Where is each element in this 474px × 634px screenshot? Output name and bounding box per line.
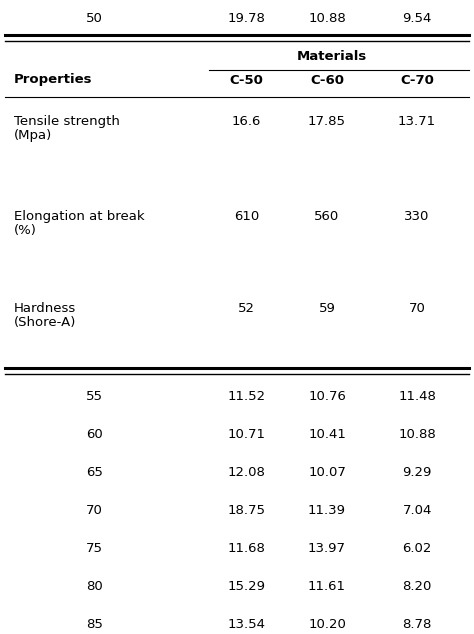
Text: 85: 85 bbox=[86, 618, 103, 631]
Text: 9.54: 9.54 bbox=[402, 11, 432, 25]
Text: 10.88: 10.88 bbox=[308, 11, 346, 25]
Text: C-70: C-70 bbox=[400, 74, 434, 86]
Text: (Shore-A): (Shore-A) bbox=[14, 316, 77, 329]
Text: 19.78: 19.78 bbox=[228, 11, 265, 25]
Text: 9.29: 9.29 bbox=[402, 466, 432, 479]
Text: 13.97: 13.97 bbox=[308, 542, 346, 555]
Text: 12.08: 12.08 bbox=[228, 466, 265, 479]
Text: 65: 65 bbox=[86, 466, 103, 479]
Text: 10.71: 10.71 bbox=[228, 428, 265, 441]
Text: 11.39: 11.39 bbox=[308, 504, 346, 517]
Text: 11.68: 11.68 bbox=[228, 542, 265, 555]
Text: 17.85: 17.85 bbox=[308, 115, 346, 128]
Text: Elongation at break: Elongation at break bbox=[14, 210, 145, 223]
Text: 610: 610 bbox=[234, 210, 259, 223]
Text: (Mpa): (Mpa) bbox=[14, 129, 53, 142]
Text: 8.78: 8.78 bbox=[402, 618, 432, 631]
Text: 11.52: 11.52 bbox=[228, 390, 265, 403]
Text: 10.76: 10.76 bbox=[308, 390, 346, 403]
Text: 75: 75 bbox=[86, 542, 103, 555]
Text: 11.61: 11.61 bbox=[308, 580, 346, 593]
Text: 15.29: 15.29 bbox=[228, 580, 265, 593]
Text: Hardness: Hardness bbox=[14, 302, 76, 315]
Text: Properties: Properties bbox=[14, 74, 93, 86]
Text: 560: 560 bbox=[314, 210, 340, 223]
Text: 70: 70 bbox=[409, 302, 426, 315]
Text: 52: 52 bbox=[238, 302, 255, 315]
Text: 13.54: 13.54 bbox=[228, 618, 265, 631]
Text: (%): (%) bbox=[14, 224, 37, 237]
Text: C-50: C-50 bbox=[229, 74, 264, 86]
Text: 13.71: 13.71 bbox=[398, 115, 436, 128]
Text: 11.48: 11.48 bbox=[398, 390, 436, 403]
Text: Materials: Materials bbox=[297, 51, 367, 63]
Text: C-60: C-60 bbox=[310, 74, 344, 86]
Text: 6.02: 6.02 bbox=[402, 542, 432, 555]
Text: 70: 70 bbox=[86, 504, 103, 517]
Text: 10.41: 10.41 bbox=[308, 428, 346, 441]
Text: 16.6: 16.6 bbox=[232, 115, 261, 128]
Text: 59: 59 bbox=[319, 302, 336, 315]
Text: 10.88: 10.88 bbox=[398, 428, 436, 441]
Text: 60: 60 bbox=[86, 428, 103, 441]
Text: 7.04: 7.04 bbox=[402, 504, 432, 517]
Text: 80: 80 bbox=[86, 580, 103, 593]
Text: 50: 50 bbox=[86, 11, 103, 25]
Text: 55: 55 bbox=[86, 390, 103, 403]
Text: 18.75: 18.75 bbox=[228, 504, 265, 517]
Text: 330: 330 bbox=[404, 210, 430, 223]
Text: 10.07: 10.07 bbox=[308, 466, 346, 479]
Text: 8.20: 8.20 bbox=[402, 580, 432, 593]
Text: Tensile strength: Tensile strength bbox=[14, 115, 120, 128]
Text: 10.20: 10.20 bbox=[308, 618, 346, 631]
